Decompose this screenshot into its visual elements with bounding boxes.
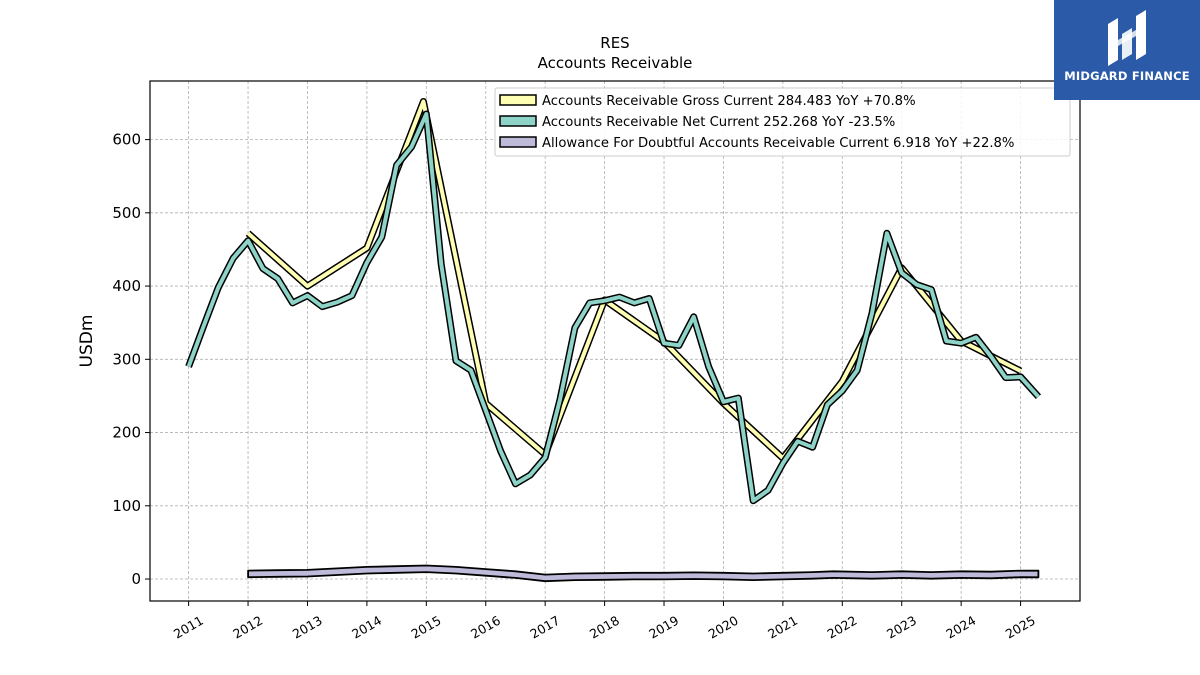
legend-swatch [499,115,537,127]
x-tick-label: 2018 [587,613,622,642]
y-tick-label: 500 [112,204,141,222]
legend: Accounts Receivable Gross Current 284.48… [494,87,1071,157]
series-1 [245,98,1023,462]
legend-swatch [499,136,537,148]
series-3 [247,564,1040,583]
x-tick-label: 2019 [646,613,681,642]
midgard-logo-icon [1108,10,1146,66]
series-layer [185,98,1042,583]
y-tick-label: 100 [112,497,141,515]
x-tick-label: 2015 [409,613,444,642]
x-tick-label: 2011 [171,613,206,642]
brand-name: MIDGARD FINANCE [1064,69,1190,83]
x-tick-label: 2012 [230,613,265,642]
series-2 [185,110,1042,505]
x-tick-label: 2025 [1003,613,1038,642]
legend-box [494,87,1071,157]
x-tick-label: 2023 [884,613,919,642]
series-line [246,99,1022,461]
y-tick-label: 600 [112,131,141,149]
chart-subtitle: Accounts Receivable [538,54,693,72]
gridlines [150,81,1080,601]
x-tick-label: 2020 [706,613,741,642]
legend-entry: Allowance For Doubtful Accounts Receivab… [542,136,1014,151]
legend-entry: Accounts Receivable Gross Current 284.48… [542,94,916,109]
y-tick-label: 200 [112,424,141,442]
x-tick-label: 2017 [527,613,562,642]
x-tick-label: 2024 [943,613,978,642]
x-tick-label: 2022 [825,613,860,642]
x-tick-label: 2014 [349,613,384,642]
legend-entry: Accounts Receivable Net Current 252.268 … [542,115,895,130]
chart-title: RES [600,34,629,52]
y-tick-label: 0 [131,570,141,588]
series-line [186,112,1040,503]
y-tick-label: 400 [112,277,141,295]
x-tick-label: 2016 [468,613,503,642]
legend-swatch [499,94,537,106]
x-tick-label: 2013 [290,613,325,642]
brand-logo: MIDGARD FINANCE [1054,0,1200,100]
series-band [247,564,1040,583]
y-axis-label: USDm [77,315,97,368]
x-tick-label: 2021 [765,613,800,642]
y-tick-label: 300 [112,350,141,368]
plot-frame [149,80,1081,602]
